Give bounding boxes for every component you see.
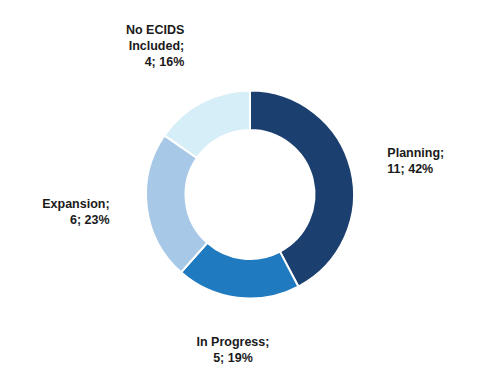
donut-slice [164, 91, 250, 158]
value-label: 11; 42% [387, 162, 433, 176]
slices [146, 90, 354, 298]
chart-container: Planning; 11; 42% In Progress; 5; 19% Expans… [0, 0, 500, 389]
slice-label: In Progress; 5; 19% [196, 335, 269, 365]
slice-label: No ECIDS Included; 4; 16% [126, 23, 184, 69]
category-label: Planning; [387, 146, 444, 160]
category-label: Included; [129, 39, 185, 53]
chart-svg: Planning; 11; 42% In Progress; 5; 19% Expans… [0, 0, 500, 389]
slice-label: Planning; 11; 42% [387, 146, 444, 176]
labels: Planning; 11; 42% In Progress; 5; 19% Expans… [42, 23, 444, 364]
value-label: 4; 16% [145, 55, 185, 69]
category-label: In Progress; [196, 335, 269, 349]
category-label: No ECIDS [126, 23, 184, 37]
value-label: 6; 23% [70, 213, 110, 227]
category-label: Expansion; [42, 197, 109, 211]
slice-label: Expansion; 6; 23% [42, 197, 109, 227]
value-label: 5; 19% [213, 351, 253, 365]
